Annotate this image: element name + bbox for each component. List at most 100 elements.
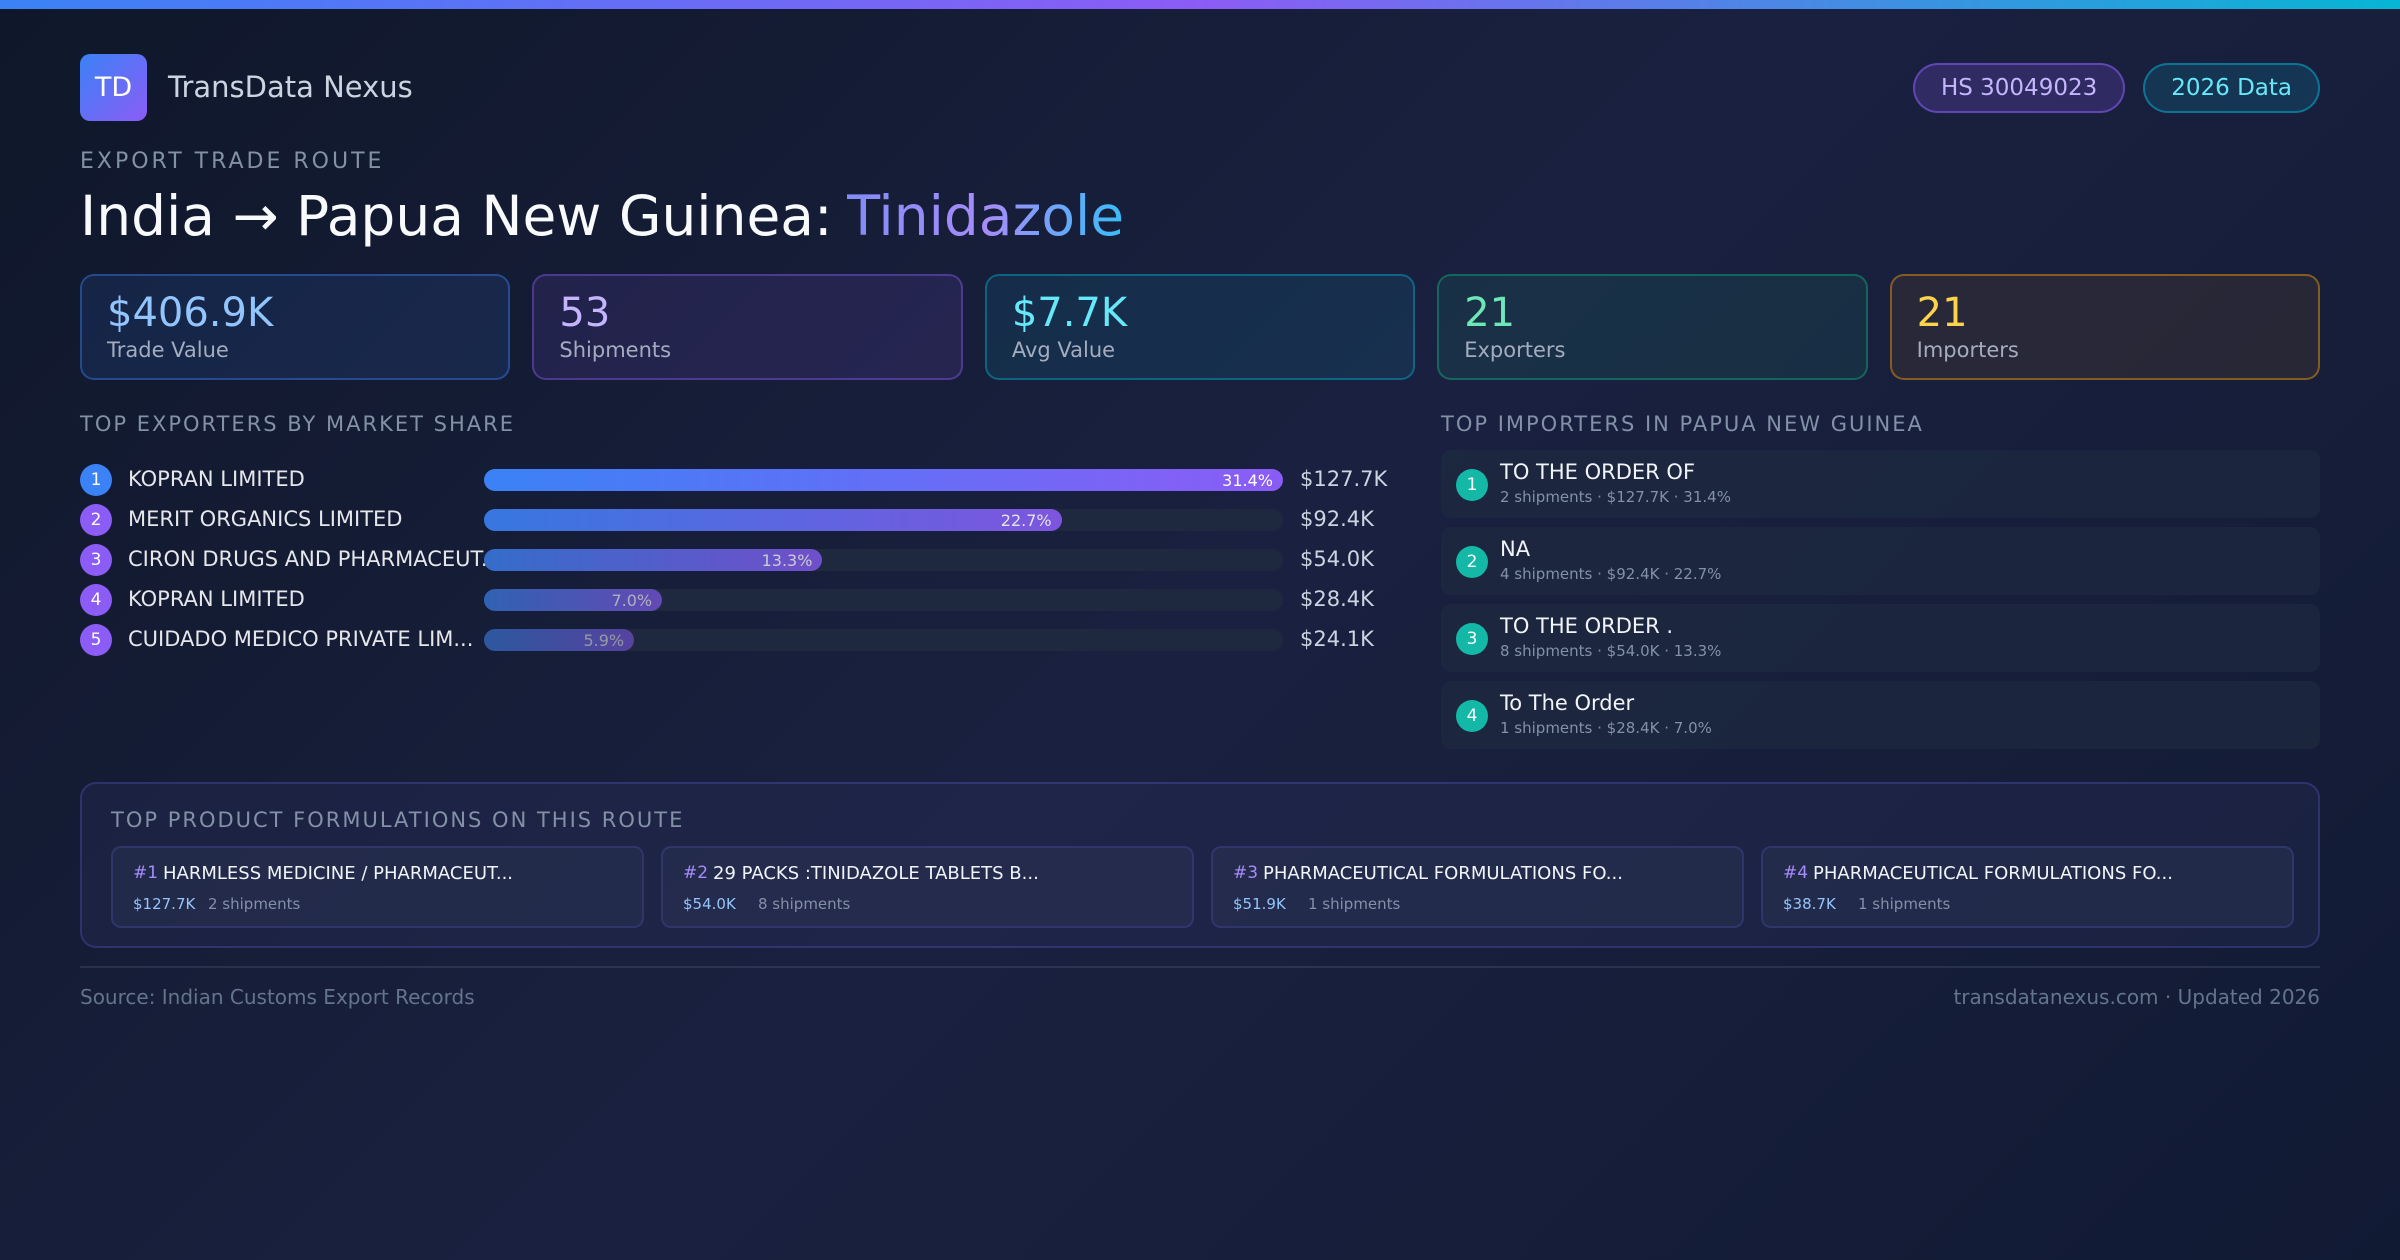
rank-badge: 4 (1456, 700, 1488, 732)
share-bar: 22.7% (484, 509, 1062, 531)
importer-detail: 8 shipments · $54.0K · 13.3% (1500, 642, 1722, 660)
share-bar: 13.3% (484, 549, 823, 571)
formulation-rank: #3 (1233, 863, 1259, 883)
kpi-label: Avg Value (1011, 338, 1116, 362)
exporter-row: 3 CIRON DRUGS AND PHARMACEUT... 13.3% $54.0… (80, 544, 1400, 576)
kpi-label: Trade Value (107, 338, 229, 362)
share-bar: 5.9% (484, 629, 635, 651)
formulation-rank: #2 (683, 863, 709, 883)
exporter-value: $92.4K (1300, 507, 1374, 531)
formulation-value: $38.7K (1783, 895, 1836, 913)
bar-track: 22.7% (484, 509, 1283, 531)
formulation-rank: #1 (133, 863, 159, 883)
importer-detail: 4 shipments · $92.4K · 22.7% (1500, 565, 1722, 583)
accent-bar (0, 0, 2400, 9)
formulation-shipments: 8 shipments (758, 895, 851, 913)
formulation-card: #3 PHARMACEUTICAL FORMULATIONS FO... $51.9… (1211, 846, 1744, 928)
importer-detail: 2 shipments · $127.7K · 31.4% (1500, 488, 1731, 506)
importer-detail: 1 shipments · $28.4K · 7.0% (1500, 719, 1712, 737)
divider (80, 966, 2320, 968)
exporter-value: $24.1K (1300, 627, 1374, 651)
title-product: Tinidazole (846, 184, 1125, 248)
formulation-card: #4 PHARMACEUTICAL FORMULATIONS FO... $38.7… (1761, 846, 2294, 928)
importer-name: TO THE ORDER . (1500, 614, 1674, 638)
formulation-value: $54.0K (683, 895, 736, 913)
section-heading: TOP PRODUCT FORMULATIONS ON THIS ROUTE (111, 808, 685, 832)
formulation-name: 29 PACKS :TINIDAZOLE TABLETS B... (713, 863, 1039, 884)
title-route: India → Papua New Guinea: (80, 184, 833, 248)
exporter-name: MERIT ORGANICS LIMITED (128, 507, 403, 531)
site: transdatanexus.com · Updated 2026 (1953, 985, 2320, 1009)
formulation-shipments: 1 shipments (1858, 895, 1951, 913)
bar-track: 7.0% (484, 589, 1283, 611)
formulation-name: PHARMACEUTICAL FORMULATIONS FO... (1263, 863, 1623, 884)
formulation-name: HARMLESS MEDICINE / PHARMACEUT... (163, 863, 514, 884)
bar-track: 13.3% (484, 549, 1283, 571)
share-label: 22.7% (1000, 511, 1052, 530)
section-heading: TOP IMPORTERS IN PAPUA NEW GUINEA (1441, 412, 1924, 436)
brand: TransData Nexus (168, 70, 413, 104)
exporter-name: CIRON DRUGS AND PHARMACEUT... (128, 547, 501, 571)
kpi-row: $406.9K Trade Value 53 Shipments $7.7K Avg Va… (80, 274, 2321, 380)
share-label: 31.4% (1222, 471, 1273, 490)
kpi-value: 21 (1464, 290, 1516, 336)
rank-badge: 1 (1456, 469, 1488, 501)
exporter-value: $54.0K (1300, 547, 1374, 571)
section-heading: TOP EXPORTERS BY MARKET SHARE (80, 412, 516, 436)
formulation-cards: #1 HARMLESS MEDICINE / PHARMACEUT... $127.… (111, 846, 2294, 928)
importer-card: 4 To The Order 1 shipments · $28.4K · 7.0% (1441, 681, 2320, 749)
exporter-row: 2 MERIT ORGANICS LIMITED 22.7% $92.4K (80, 504, 1400, 536)
share-bar: 7.0% (484, 589, 663, 611)
formulation-card: #1 HARMLESS MEDICINE / PHARMACEUT... $127.… (111, 846, 644, 928)
importer-card: 3 TO THE ORDER . 8 shipments · $54.0K · 13… (1441, 604, 2320, 672)
share-label: 13.3% (761, 551, 813, 570)
rank-badge: 5 (80, 624, 112, 656)
logo: TD (80, 54, 147, 121)
formulation-shipments: 2 shipments (208, 895, 301, 913)
share-label: 7.0% (611, 591, 653, 610)
importer-name: TO THE ORDER OF (1500, 460, 1696, 484)
exporter-value: $127.7K (1300, 467, 1388, 491)
rank-badge: 1 (80, 464, 112, 496)
eyebrow: EXPORT TRADE ROUTE (80, 149, 385, 174)
exporter-row: 1 KOPRAN LIMITED 31.4% $127.7K (80, 464, 1400, 496)
kpi-label: Importers (1916, 338, 2019, 362)
kpi-card: 21 Importers (1889, 274, 2321, 380)
exporter-row: 5 CUIDADO MEDICO PRIVATE LIM... 5.9% $24.1K (80, 624, 1400, 656)
kpi-value: 53 (559, 290, 611, 336)
formulation-name: PHARMACEUTICAL FORMULATIONS FO... (1813, 863, 2173, 884)
kpi-card: $7.7K Avg Value (984, 274, 1416, 380)
title: India → Papua New Guinea: Tinidazole (80, 184, 1124, 248)
exporter-name: KOPRAN LIMITED (128, 587, 305, 611)
importer-card: 2 NA 4 shipments · $92.4K · 22.7% (1441, 527, 2320, 595)
kpi-card: 21 Exporters (1437, 274, 1868, 380)
formulation-shipments: 1 shipments (1308, 895, 1401, 913)
share-bar: 31.4% (484, 469, 1283, 491)
share-label: 5.9% (583, 631, 625, 650)
kpi-value: $7.7K (1011, 290, 1128, 336)
badges: HS 30049023 2026 Data (1912, 63, 2320, 113)
formulation-value: $127.7K (133, 895, 196, 913)
exporter-value: $28.4K (1300, 587, 1374, 611)
formulation-rank: #4 (1783, 863, 1809, 883)
rank-badge: 2 (1456, 546, 1488, 578)
rank-badge: 3 (1456, 623, 1488, 655)
formulation-value: $51.9K (1233, 895, 1286, 913)
source: Source: Indian Customs Export Records (80, 985, 475, 1009)
kpi-value: 21 (1916, 290, 1968, 336)
importer-card: 1 TO THE ORDER OF 2 shipments · $127.7K · … (1441, 450, 2320, 518)
rank-badge: 4 (80, 584, 112, 616)
exporter-name: KOPRAN LIMITED (128, 467, 305, 491)
exporter-name: CUIDADO MEDICO PRIVATE LIM... (128, 627, 474, 651)
kpi-card: 53 Shipments (532, 274, 963, 380)
rank-badge: 3 (80, 544, 112, 576)
hs-badge: HS 30049023 (1912, 63, 2126, 113)
kpi-label: Shipments (559, 338, 672, 362)
bar-track: 5.9% (484, 629, 1283, 651)
year-badge: 2026 Data (2143, 63, 2320, 113)
kpi-card: $406.9K Trade Value (80, 274, 511, 380)
bar-track: 31.4% (484, 469, 1283, 491)
formulations: TOP PRODUCT FORMULATIONS ON THIS ROUTE #… (80, 782, 2320, 948)
importer-name: NA (1500, 537, 1531, 561)
